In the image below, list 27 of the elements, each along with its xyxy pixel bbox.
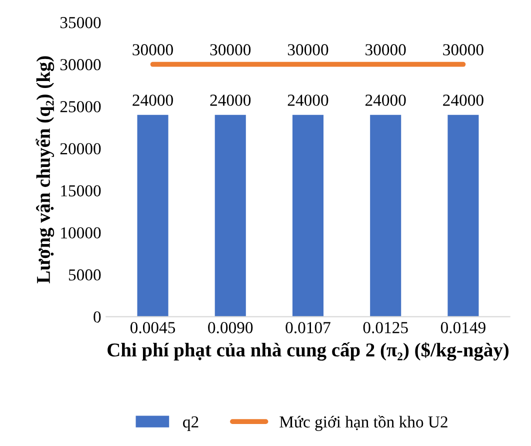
y-tick-label: 15000 (61, 185, 101, 196)
data-label: 30000 (288, 44, 328, 56)
y-tick-label: 5000 (68, 269, 101, 281)
x-tick-label: 0.0107 (286, 322, 330, 334)
data-label: 24000 (365, 94, 406, 106)
x-axis-title: Chi phí phạt của nhà cung cấp 2 (π₂) ($/kg-ngày) (108, 342, 509, 361)
data-label: 24000 (288, 94, 328, 106)
y-tick-label: 30000 (60, 59, 101, 70)
data-label: 30000 (132, 44, 173, 56)
legend-label: Mức giới hạn tồn kho U2 (280, 415, 448, 431)
y-axis-title: Lượng vận chuyển (q₂) (kg) (36, 56, 54, 284)
data-label: 24000 (132, 94, 173, 106)
y-tick-label: 35000 (60, 17, 101, 28)
y-tick-label: 20000 (60, 143, 101, 154)
y-tick-label: 0 (94, 311, 101, 323)
x-tick-label: 0.0045 (130, 322, 176, 334)
x-tick-label: 0.0090 (208, 322, 253, 334)
legend-label: q2 (183, 416, 198, 431)
y-tick-label: 10000 (61, 227, 101, 239)
x-tick-label: 0.0149 (440, 322, 486, 334)
data-label: 30000 (210, 44, 251, 56)
data-label: 24000 (210, 94, 251, 106)
data-label: 30000 (366, 44, 406, 56)
x-tick-label: 0.0125 (363, 322, 408, 334)
data-label: 30000 (443, 44, 484, 56)
y-tick-label: 25000 (60, 101, 101, 112)
data-label: 24000 (443, 94, 484, 106)
